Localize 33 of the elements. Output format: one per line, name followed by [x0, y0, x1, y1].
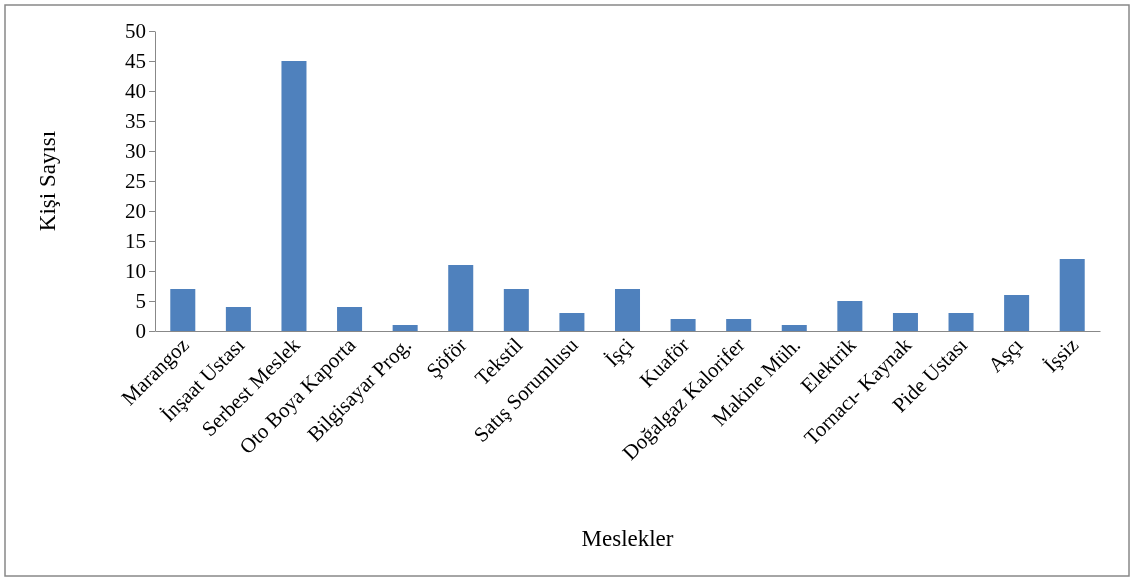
y-axis-title: Kişi Sayısı: [35, 130, 60, 232]
x-axis-title: Meslekler: [581, 526, 674, 551]
bar: [670, 319, 696, 331]
bar: [448, 265, 474, 331]
bar: [614, 289, 641, 331]
bar: [503, 289, 529, 331]
y-tick-label: 5: [135, 289, 146, 314]
y-tick-label: 30: [125, 139, 146, 164]
bar: [559, 313, 585, 331]
y-tick-label: 35: [125, 109, 146, 134]
y-tick-label: 40: [125, 79, 146, 104]
x-tick-label: İşsiz: [1038, 332, 1084, 378]
bar: [726, 319, 752, 331]
y-tick-label: 25: [125, 169, 146, 194]
y-tick-label: 45: [125, 49, 146, 74]
x-tick-label: İşçi: [599, 332, 639, 372]
bar: [892, 313, 918, 331]
y-tick-label: 10: [125, 259, 146, 284]
x-tick-label: Aşçı: [983, 332, 1028, 378]
bar: [281, 61, 307, 331]
y-tick-label: 15: [125, 229, 146, 254]
y-tick-label: 0: [135, 319, 146, 344]
bar: [392, 325, 418, 331]
bar: [1004, 295, 1030, 331]
bar: [781, 325, 807, 331]
bar: [948, 313, 974, 331]
bar: [337, 307, 363, 331]
bar: [837, 301, 863, 331]
bar: [225, 307, 251, 331]
y-tick-label: 50: [125, 19, 146, 44]
bar: [170, 289, 196, 331]
bar: [1059, 259, 1085, 331]
y-tick-label: 20: [125, 199, 146, 224]
